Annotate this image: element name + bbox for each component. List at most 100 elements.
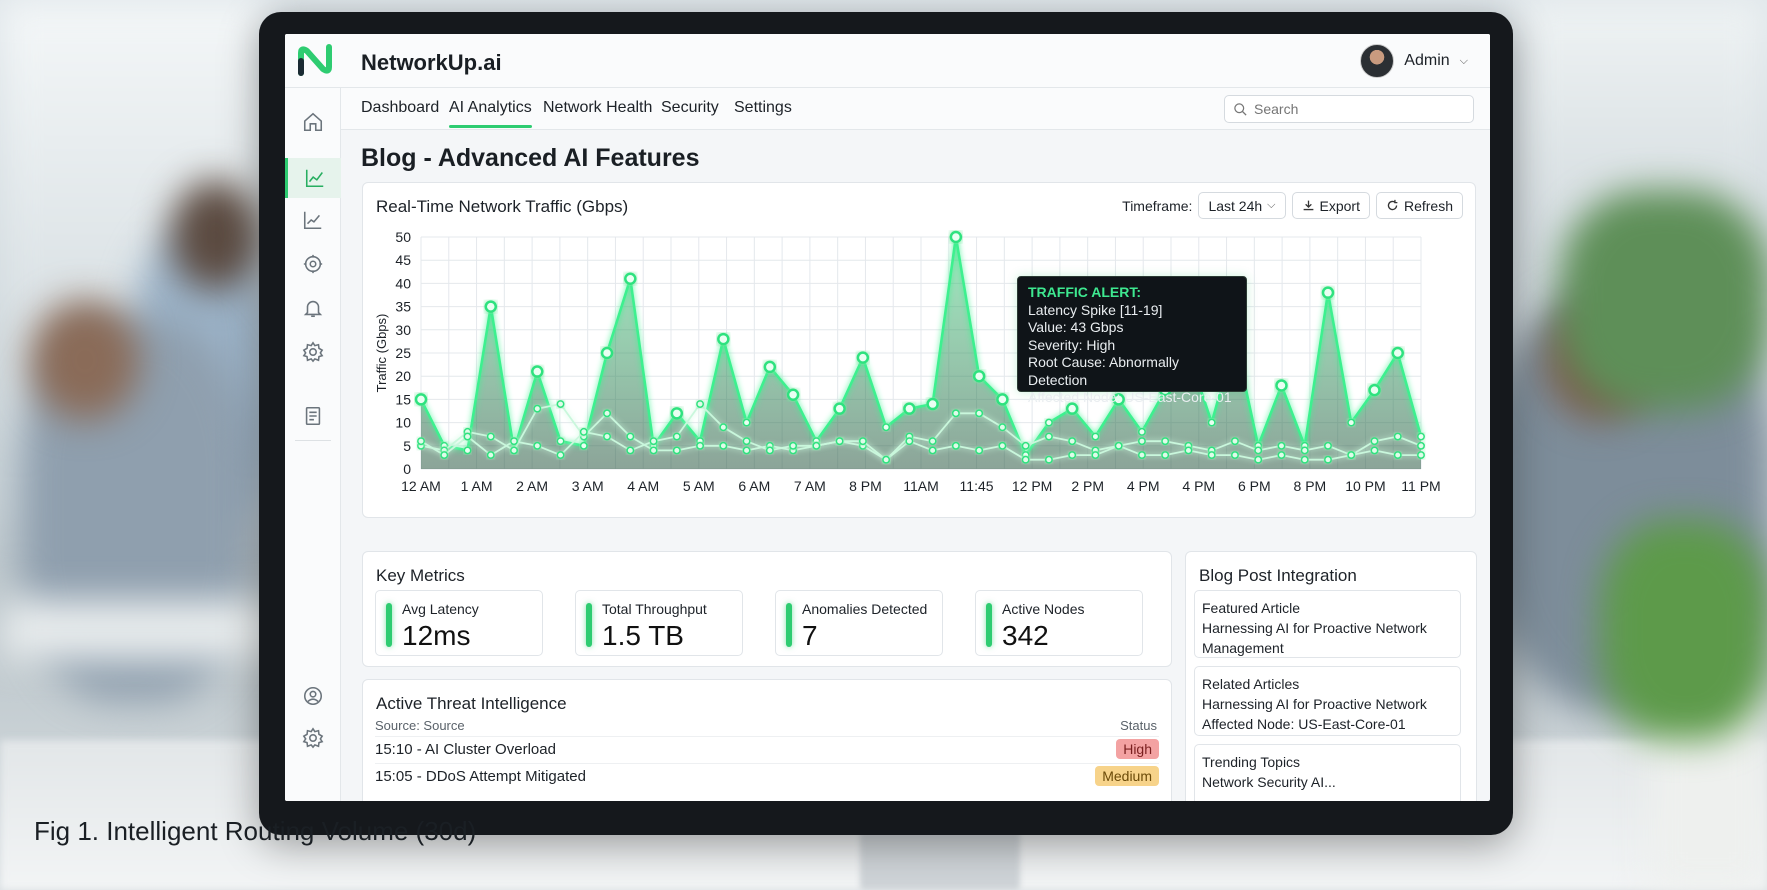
sidebar [285, 88, 341, 801]
user-settings-icon [303, 686, 323, 706]
threat-text: 15:05 - DDoS Attempt Mitigated [375, 768, 586, 785]
tab-settings[interactable]: Settings [734, 99, 792, 116]
data-point [1114, 441, 1123, 450]
x-tick-label: 11AM [903, 478, 939, 494]
data-point [742, 446, 751, 455]
data-point [882, 455, 891, 464]
sidebar-item-trends[interactable] [285, 200, 341, 240]
data-point [812, 441, 821, 450]
data-point [1044, 418, 1053, 427]
threat-row[interactable]: 15:10 - AI Cluster Overload High [375, 736, 1159, 760]
sidebar-item-documents[interactable] [285, 396, 341, 436]
series-area [421, 237, 1421, 469]
blog-item-featured[interactable]: Featured Article Harnessing AI for Proac… [1194, 590, 1461, 658]
sidebar-item-account[interactable] [285, 676, 341, 716]
tab-network-health[interactable]: Network Health [543, 99, 653, 116]
threat-row[interactable]: 15:05 - DDoS Attempt Mitigated Medium [375, 763, 1159, 787]
data-point [1254, 455, 1263, 464]
brand-logo-icon[interactable] [297, 43, 333, 79]
data-point [1347, 418, 1356, 427]
sidebar-item-home[interactable] [285, 102, 341, 142]
data-point [1137, 427, 1146, 436]
data-point [556, 400, 565, 408]
data-point [1277, 441, 1286, 450]
user-menu[interactable]: Admin ⌵ [1360, 44, 1468, 78]
data-point [486, 432, 495, 441]
x-tick-label: 2 PM [1071, 478, 1104, 494]
figure-caption: Fig 1. Intelligent Routing Volume (30d) [34, 816, 477, 846]
data-point [510, 446, 518, 455]
avatar[interactable] [1360, 44, 1395, 78]
metric-total-throughput[interactable]: Total Throughput 1.5 TB [575, 590, 743, 656]
export-label: Export [1319, 197, 1360, 214]
data-point [882, 423, 891, 432]
x-tick-label: 4 PM [1127, 478, 1160, 494]
timeframe-value: Last 24h [1208, 197, 1263, 214]
sidebar-item-settings[interactable] [285, 332, 341, 372]
timeframe-select[interactable]: Last 24h ⌵ [1198, 192, 1286, 219]
metric-label: Avg Latency [402, 601, 479, 617]
sidebar-divider [295, 440, 331, 441]
data-point [1091, 451, 1100, 460]
data-point [649, 437, 658, 446]
metric-label: Anomalies Detected [802, 601, 928, 617]
tab-security[interactable]: Security [661, 99, 719, 116]
sidebar-item-analytics[interactable] [285, 158, 341, 198]
data-point [603, 432, 611, 441]
search-input[interactable] [1254, 101, 1454, 117]
metric-avg-latency[interactable]: Avg Latency 12ms [375, 590, 543, 656]
page-title: Blog - Advanced AI Features [361, 144, 700, 172]
blog-integration-card: Blog Post Integration Featured Article H… [1185, 551, 1477, 801]
search-box[interactable] [1224, 95, 1474, 123]
threat-text: 15:10 - AI Cluster Overload [375, 741, 556, 758]
y-tick-label: 10 [395, 415, 411, 431]
data-point [1347, 451, 1356, 460]
data-point [858, 437, 867, 446]
bell-icon [303, 300, 323, 318]
blog-item-body: Network Security AI... [1202, 774, 1336, 790]
chart-title: Real-Time Network Traffic (Gbps) [376, 197, 629, 216]
data-point [742, 418, 751, 427]
sidebar-item-alerts[interactable] [285, 288, 341, 328]
data-point [903, 402, 916, 415]
user-name: Admin [1404, 52, 1450, 69]
document-icon [305, 406, 321, 426]
traffic-line-chart[interactable]: 0 5 10 15 20 25 30 35 40 45 50 Traffic (Gbps) 12 AM 1… [363, 219, 1477, 519]
x-tick-label: 12 AM [401, 478, 441, 494]
refresh-button[interactable]: Refresh [1375, 192, 1463, 219]
export-button[interactable]: Export [1291, 192, 1370, 219]
data-point [1368, 383, 1381, 397]
data-point [719, 423, 728, 432]
data-point [719, 441, 728, 450]
tab-dashboard[interactable]: Dashboard [361, 99, 440, 116]
threats-title: Active Threat Intelligence [376, 694, 567, 713]
data-point [463, 446, 472, 455]
data-point [510, 437, 518, 446]
sidebar-item-preferences[interactable] [285, 718, 341, 758]
x-tick-label: 1 AM [461, 478, 493, 494]
y-tick-label: 25 [395, 345, 411, 361]
metric-indicator [786, 603, 792, 647]
blog-item-trending[interactable]: Trending Topics Network Security AI... [1194, 744, 1461, 801]
metric-value: 1.5 TB [602, 620, 684, 651]
data-point [856, 351, 870, 364]
y-axis-label: Traffic (Gbps) [374, 314, 389, 393]
tab-ai-analytics[interactable]: AI Analytics [449, 99, 532, 128]
sidebar-item-monitor[interactable] [285, 244, 341, 284]
data-point [928, 446, 937, 455]
metric-anomalies-detected[interactable]: Anomalies Detected 7 [775, 590, 943, 656]
data-point [531, 365, 544, 378]
data-point [1021, 455, 1030, 464]
data-point [1391, 346, 1404, 360]
data-point [833, 402, 846, 415]
metric-active-nodes[interactable]: Active Nodes 342 [975, 590, 1143, 656]
y-tick-label: 40 [395, 275, 411, 291]
x-tick-label: 3 AM [572, 478, 604, 494]
blog-item-related[interactable]: Related Articles Harnessing AI for Proac… [1194, 666, 1461, 736]
home-icon [303, 112, 323, 132]
metric-value: 12ms [402, 620, 471, 651]
data-point [1044, 455, 1053, 464]
data-point [951, 409, 960, 418]
y-tick-label: 20 [395, 368, 411, 384]
gear-icon [302, 341, 324, 363]
